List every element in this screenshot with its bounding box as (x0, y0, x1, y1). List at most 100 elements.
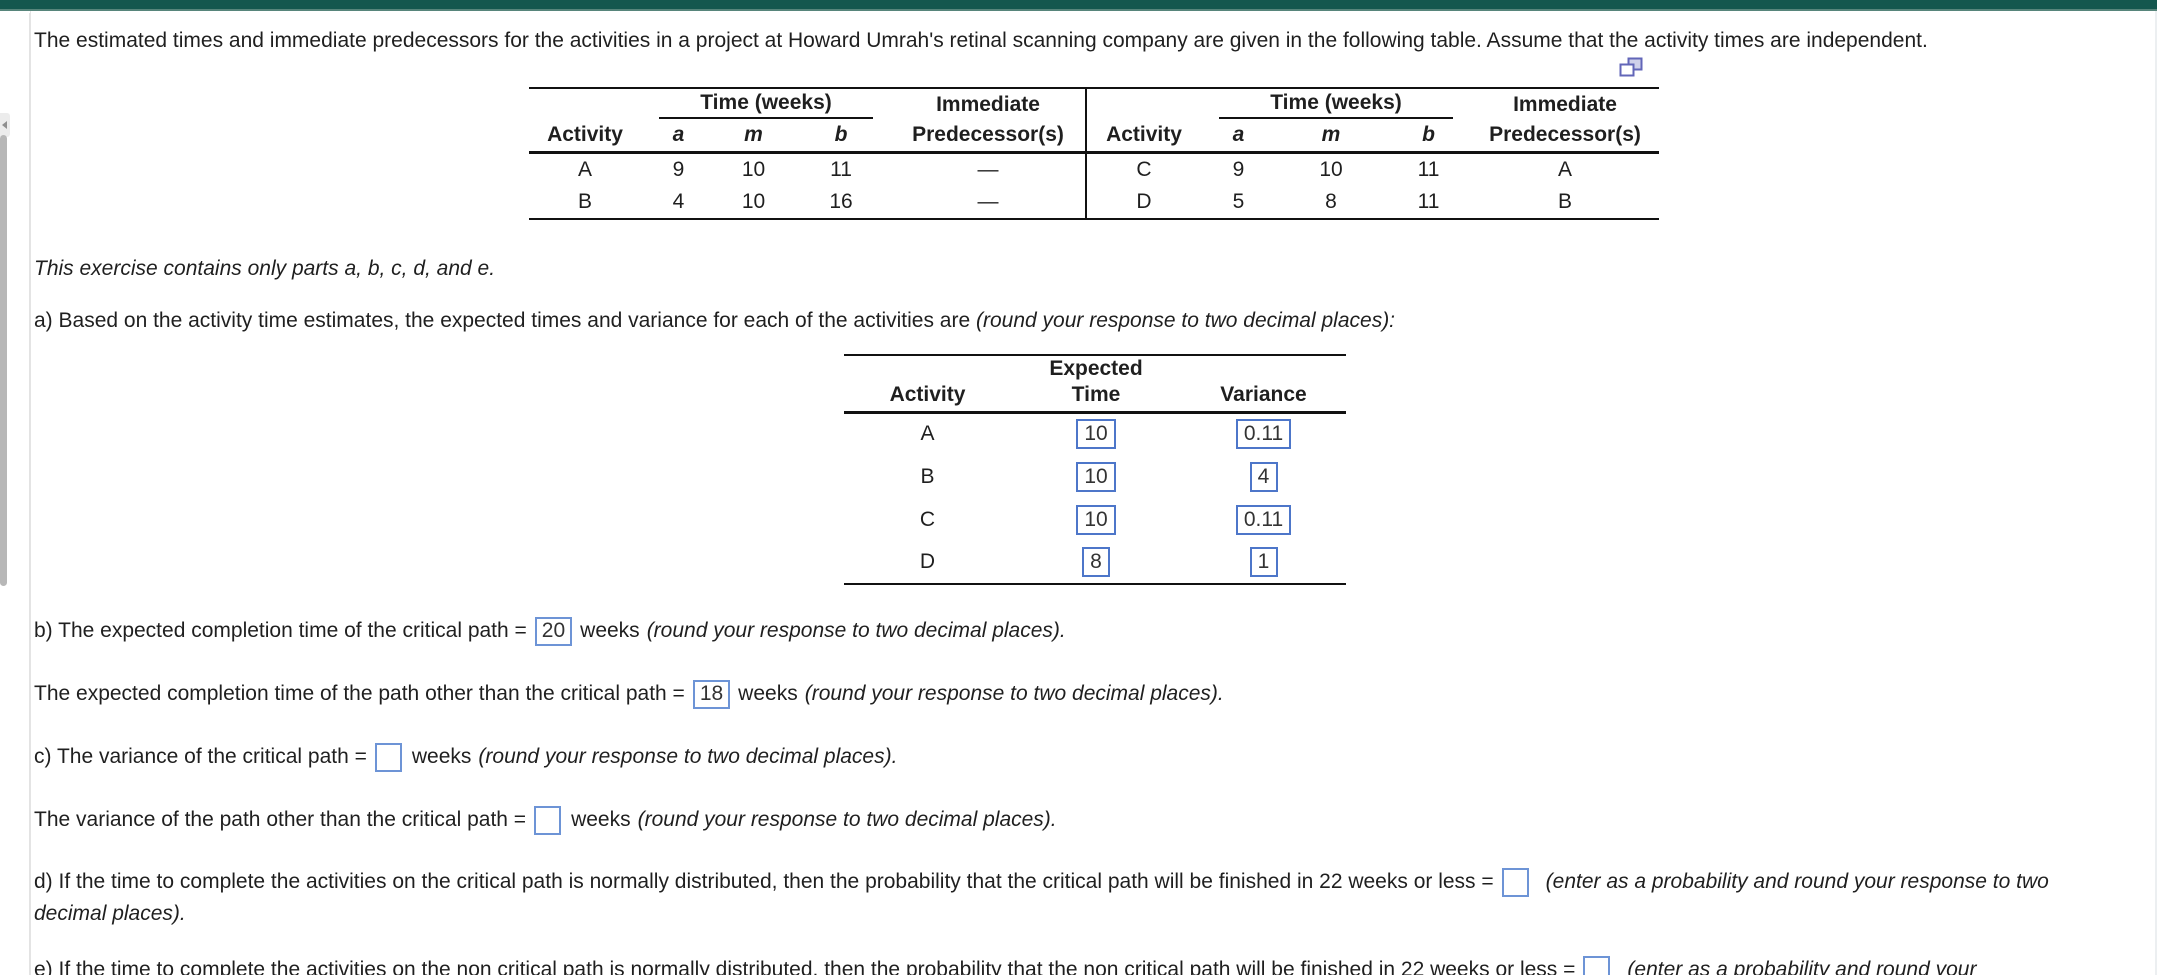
duplicate-window-icon[interactable] (1619, 57, 1643, 79)
part-e-note: (enter as a probability and round your (1627, 958, 1977, 975)
cell-a: 9 (1232, 157, 1245, 181)
part-c-line1-note: (round your response to two decimal plac… (478, 745, 898, 768)
table-row: A 9 10 11 — C 9 10 11 A (529, 152, 1659, 186)
part-c-line1-prefix: c) The variance of the critical path = (34, 745, 367, 768)
panel-collapse-tab[interactable] (0, 113, 10, 137)
cell-b: 11 (1417, 189, 1440, 213)
part-b-line1-unit: weeks (580, 619, 640, 642)
cell-activity: D (919, 550, 936, 573)
activity-header: Activity (844, 381, 1011, 414)
predecessor-header-left: Predecessor(s) (891, 121, 1086, 154)
cell-activity: B (577, 189, 592, 213)
predecessor-table: Time (weeks) Immediate Time (weeks) Imme… (529, 87, 1659, 220)
cell-m: 10 (741, 189, 766, 213)
part-c-line2-unit: weeks (571, 808, 631, 831)
cell-pred: — (977, 157, 999, 181)
noncritical-path-probability-input[interactable] (1583, 955, 1611, 975)
activity-header-right: Activity (1085, 121, 1201, 154)
part-b-line1: b) The expected completion time of the c… (34, 615, 2115, 647)
expected-time-input-D[interactable]: 8 (1082, 547, 1110, 577)
expected-time-input-B[interactable]: 10 (1076, 461, 1116, 492)
table-row: A 10 0.11 (844, 412, 1346, 455)
cell-activity: A (577, 157, 592, 181)
cell-activity: C (919, 507, 936, 531)
vertical-scrollbar-thumb[interactable] (0, 135, 7, 586)
time-weeks-header-left: Time (weeks) (659, 91, 873, 119)
cell-a: 9 (672, 157, 685, 181)
part-b-line2-note: (round your response to two decimal plac… (804, 682, 1224, 705)
part-e-line: e) If the time to complete the activitie… (34, 954, 2115, 975)
table-row: D 8 1 (844, 541, 1346, 584)
answer-table: Expected Activity Time Variance A 10 0.1… (844, 353, 1346, 585)
exercise-note: This exercise contains only parts a, b, … (34, 256, 496, 280)
table-header-row: Activity Time Variance (844, 381, 1346, 414)
table-header-row: Activity a m b Predecessor(s) Activity a… (529, 121, 1659, 154)
cell-activity: A (920, 422, 935, 446)
part-e-prefix: e) If the time to complete the activitie… (34, 958, 1576, 975)
part-b-line2-unit: weeks (738, 682, 798, 705)
cell-pred: — (977, 189, 999, 213)
top-accent-bar (0, 0, 2157, 11)
cell-a: 4 (672, 189, 685, 213)
part-c-line1: c) The variance of the critical path = we… (34, 741, 2115, 773)
gutter-divider (29, 13, 30, 975)
part-c-line1-unit: weeks (411, 745, 472, 768)
part-a-prefix: a) Based on the activity time estimates,… (34, 308, 971, 332)
window-right-edge (2155, 11, 2157, 975)
part-d-line: d) If the time to complete the activitie… (34, 866, 2115, 930)
table-row: B 4 10 16 — D 5 8 11 B (529, 185, 1659, 219)
critical-path-variance-input[interactable] (374, 742, 402, 772)
part-c-line2-note: (round your response to two decimal plac… (637, 808, 1057, 831)
chevron-left-icon (2, 121, 7, 129)
part-d-prefix: d) If the time to complete the activitie… (34, 870, 1494, 893)
critical-path-probability-input[interactable] (1501, 867, 1529, 897)
col-m-header-right: m (1276, 121, 1386, 154)
table-row: Time (weeks) Immediate Time (weeks) Imme… (529, 88, 1659, 121)
other-path-time-input[interactable]: 18 (692, 679, 731, 709)
cell-m: 10 (741, 157, 766, 181)
cell-activity: C (1085, 152, 1201, 186)
variance-input-B[interactable]: 4 (1249, 461, 1278, 492)
cell-m: 10 (1319, 157, 1343, 181)
immediate-header-left: Immediate (936, 93, 1040, 116)
cell-m: 8 (1325, 189, 1337, 213)
predecessor-header-right: Predecessor(s) (1471, 121, 1659, 154)
activity-header-left: Activity (529, 121, 641, 154)
variance-header: Variance (1181, 381, 1346, 414)
cell-b: 16 (829, 189, 853, 213)
cell-a: 5 (1232, 189, 1245, 213)
cell-activity: B (920, 464, 935, 488)
variance-input-A[interactable]: 0.11 (1235, 419, 1292, 450)
part-b-line1-prefix: b) The expected completion time of the c… (34, 619, 527, 642)
part-c-line2-prefix: The variance of the path other than the … (34, 808, 527, 831)
table-header-row: Expected (844, 355, 1346, 382)
variance-input-D[interactable]: 1 (1249, 547, 1278, 577)
part-a-text: a) Based on the activity time estimates,… (34, 308, 2115, 334)
col-m-header-left: m (716, 121, 791, 154)
time-weeks-header-right: Time (weeks) (1219, 91, 1453, 119)
critical-path-time-input[interactable]: 20 (534, 616, 573, 646)
expected-time-input-C[interactable]: 10 (1076, 504, 1116, 535)
expected-time-input-A[interactable]: 10 (1076, 419, 1116, 450)
cell-pred: A (1557, 157, 1572, 181)
part-d-note: (enter as a probability and round your r… (34, 870, 2049, 925)
part-b-line2-prefix: The expected completion time of the path… (34, 682, 685, 705)
part-a-note: (round your response to two decimal plac… (975, 308, 1396, 332)
col-a-header-right: a (1201, 121, 1276, 154)
problem-statement: The estimated times and immediate predec… (34, 29, 1928, 52)
part-c-line2: The variance of the path other than the … (34, 804, 2115, 836)
predecessor-table-wrap: Time (weeks) Immediate Time (weeks) Imme… (529, 57, 1659, 220)
variance-input-C[interactable]: 0.11 (1235, 504, 1292, 535)
cell-b: 11 (830, 157, 852, 181)
immediate-header-right: Immediate (1513, 93, 1617, 116)
expected-header-line2: Time (1011, 381, 1181, 414)
table-row: B 10 4 (844, 455, 1346, 498)
expected-header-line1: Expected (1049, 356, 1143, 380)
table-row: C 10 0.11 (844, 498, 1346, 541)
cell-activity: D (1085, 185, 1201, 219)
cell-pred: B (1557, 189, 1572, 213)
other-path-variance-input[interactable] (534, 805, 562, 835)
part-b-line1-note: (round your response to two decimal plac… (646, 619, 1066, 642)
col-b-header-left: b (791, 121, 891, 154)
question-content: The estimated times and immediate predec… (30, 11, 2155, 975)
